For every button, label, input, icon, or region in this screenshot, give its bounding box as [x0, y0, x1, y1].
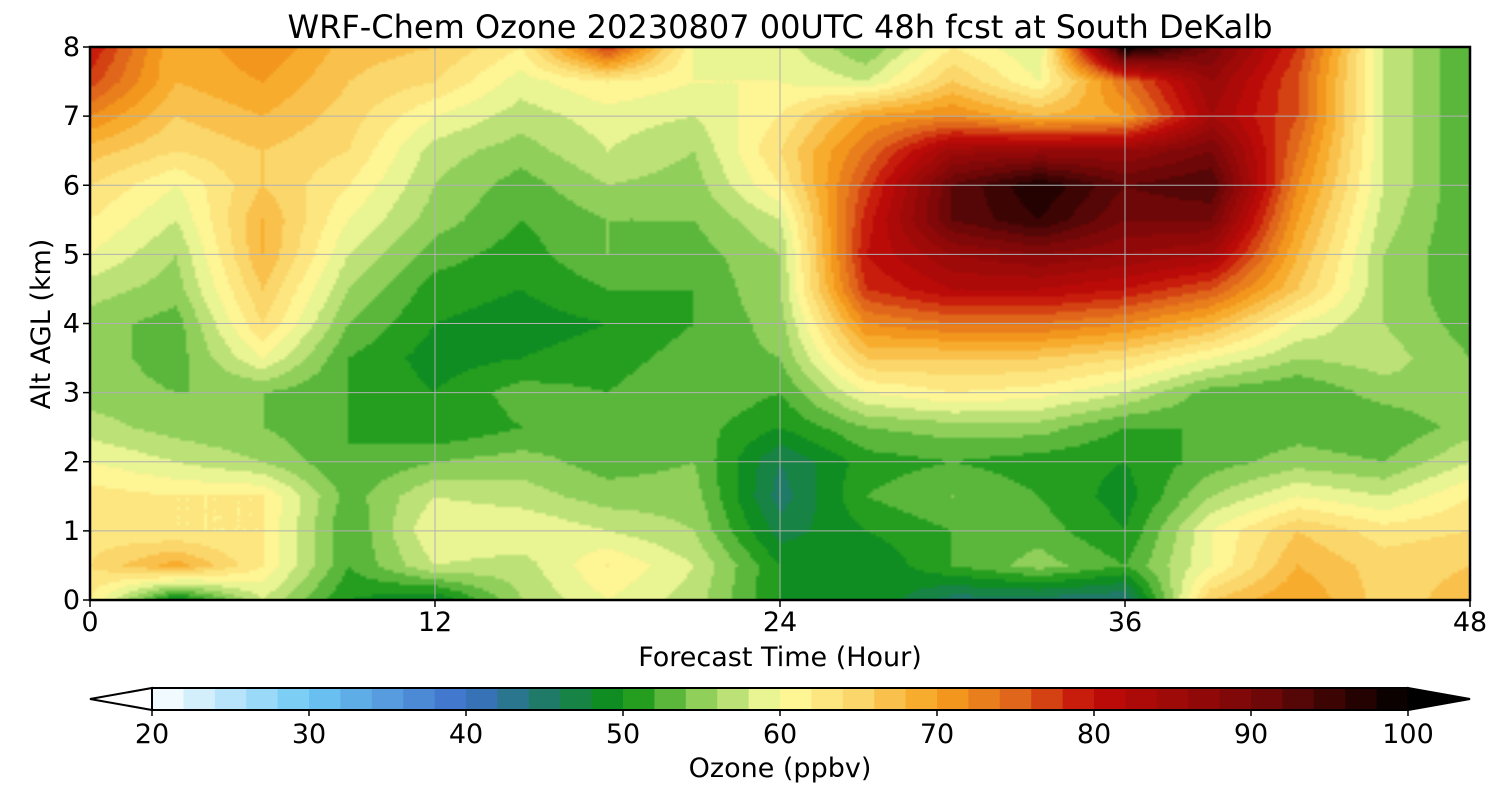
colorbar-swatch: [152, 688, 184, 710]
y-tick-label: 8: [63, 32, 80, 63]
y-tick-label: 1: [63, 516, 80, 547]
y-tick-label: 2: [63, 447, 80, 478]
colorbar-swatch: [1345, 688, 1378, 710]
colorbar-swatch: [466, 688, 498, 710]
colorbar-tick-label: 80: [1077, 719, 1111, 750]
x-axis: 0 12 24 36 48: [81, 600, 1487, 638]
colorbar-swatch: [1251, 688, 1283, 710]
x-axis-label: Forecast Time (Hour): [638, 642, 922, 673]
x-tick-label: 0: [81, 607, 98, 638]
grid-lines: [90, 47, 1470, 600]
colorbar-swatch: [1313, 688, 1346, 710]
colorbar-ticks: 20 30 40 50 60 70 80 90 100: [135, 710, 1434, 750]
x-tick-label: 36: [1108, 607, 1142, 638]
colorbar-swatch: [811, 688, 844, 710]
colorbar-swatch: [1156, 688, 1189, 710]
colorbar-swatch: [685, 688, 718, 710]
y-tick-label: 4: [63, 309, 80, 340]
colorbar-swatch: [1062, 688, 1095, 710]
colorbar-tick-label: 50: [606, 719, 640, 750]
colorbar-tick-label: 60: [763, 719, 797, 750]
x-tick-label: 48: [1453, 607, 1487, 638]
colorbar-swatch: [1376, 688, 1409, 710]
colorbar-swatch: [1031, 688, 1064, 710]
colorbar-swatch: [214, 688, 247, 710]
colorbar-swatch: [403, 688, 436, 710]
y-tick-label: 5: [63, 239, 80, 270]
colorbar-swatch: [1219, 688, 1252, 710]
colorbar-swatch: [277, 688, 310, 710]
colorbar-swatch: [1125, 688, 1158, 710]
y-tick-label: 7: [63, 101, 80, 132]
colorbar-swatch: [937, 688, 969, 710]
colorbar-tick-label: 70: [920, 719, 954, 750]
colorbar-swatch: [1094, 688, 1126, 710]
colorbar-tick-label: 40: [449, 719, 483, 750]
colorbar-swatch: [434, 688, 467, 710]
y-axis-label: Alt AGL (km): [26, 239, 57, 410]
chart-title: WRF-Chem Ozone 20230807 00UTC 48h fcst a…: [287, 8, 1272, 46]
colorbar-swatch: [842, 688, 875, 710]
colorbar-swatch: [591, 688, 624, 710]
colorbar-swatch: [1282, 688, 1315, 710]
colorbar-tick-label: 90: [1234, 719, 1268, 750]
colorbar-swatch: [560, 688, 593, 710]
colorbar-swatch: [528, 688, 561, 710]
colorbar-label: Ozone (ppbv): [689, 753, 872, 784]
colorbar-extend-high: [1407, 686, 1471, 712]
colorbar-swatch: [183, 688, 216, 710]
y-tick-label: 6: [63, 170, 80, 201]
colorbar-tick-label: 100: [1382, 719, 1434, 750]
colorbar-swatch: [905, 688, 938, 710]
colorbar-swatch: [780, 688, 812, 710]
colorbar-swatch: [309, 688, 341, 710]
colorbar-extend-low: [89, 686, 153, 712]
colorbar-swatch: [874, 688, 907, 710]
colorbar-swatch: [1188, 688, 1221, 710]
colorbar-swatch: [748, 688, 781, 710]
x-tick-label: 24: [763, 607, 797, 638]
colorbar-swatch: [654, 688, 687, 710]
colorbar-swatches: [152, 688, 1409, 710]
y-tick-label: 0: [63, 585, 80, 616]
colorbar-swatch: [371, 688, 404, 710]
colorbar-swatch: [999, 688, 1032, 710]
colorbar-swatch: [717, 688, 750, 710]
colorbar-swatch: [968, 688, 1001, 710]
y-axis: 0 1 2 3 4 5 6 7 8: [63, 32, 90, 616]
colorbar: 20 30 40 50 60 70 80 90 100 Ozone (ppbv): [89, 686, 1471, 784]
colorbar-tick-label: 30: [292, 719, 326, 750]
colorbar-swatch: [623, 688, 655, 710]
colorbar-tick-label: 20: [135, 719, 169, 750]
x-tick-label: 12: [418, 607, 452, 638]
y-tick-label: 3: [63, 378, 80, 409]
colorbar-swatch: [340, 688, 373, 710]
colorbar-swatch: [497, 688, 530, 710]
colorbar-swatch: [246, 688, 279, 710]
